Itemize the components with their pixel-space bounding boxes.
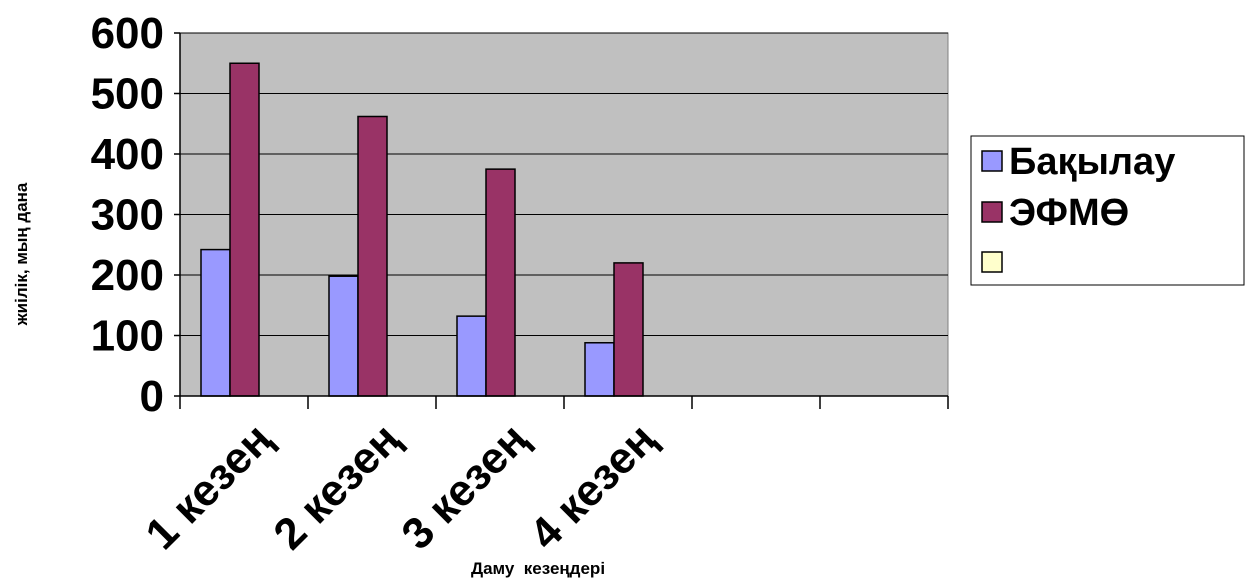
- legend-swatch: [981, 251, 1003, 273]
- x-tick-label: 2 кезең: [264, 414, 409, 559]
- bar-efmo-4: [613, 262, 644, 397]
- legend-label: ЭФМӨ: [1009, 192, 1129, 234]
- bar-efmo-1: [229, 62, 260, 397]
- gridlines: [174, 32, 948, 397]
- bar-bakylau-4: [584, 342, 615, 397]
- legend-box: [970, 135, 1245, 286]
- y-tick-label: 0: [140, 372, 164, 421]
- bar-bakylau-2: [328, 275, 359, 397]
- bar-bakylau-3: [456, 315, 487, 397]
- x-tick-label: 1 кезең: [136, 414, 281, 559]
- legend-swatch: [981, 201, 1003, 223]
- y-tick-label: 100: [91, 312, 164, 361]
- bar-efmo-2: [357, 115, 388, 397]
- legend: Бақылау ЭФМӨ: [970, 135, 1245, 286]
- x-tick-label: 4 кезең: [520, 414, 665, 559]
- y-tick-label: 400: [91, 130, 164, 179]
- x-axis-title: Даму кезеңдері: [471, 559, 605, 578]
- y-axis-title: жиілік, мың дана: [12, 182, 31, 326]
- legend-swatch: [981, 150, 1003, 172]
- bar-bakylau-1: [200, 248, 231, 397]
- y-tick-label: 300: [91, 191, 164, 240]
- y-tick-label: 500: [91, 70, 164, 119]
- bar-efmo-3: [485, 168, 516, 397]
- y-tick-label: 200: [91, 251, 164, 300]
- x-tick-label: 3 кезең: [392, 414, 537, 559]
- x-ticks: [179, 396, 949, 409]
- y-tick-label: 600: [91, 9, 164, 58]
- y-tick-labels: 0 100 200 300 400 500 600: [91, 9, 164, 421]
- legend-label: Бақылау: [1009, 141, 1175, 183]
